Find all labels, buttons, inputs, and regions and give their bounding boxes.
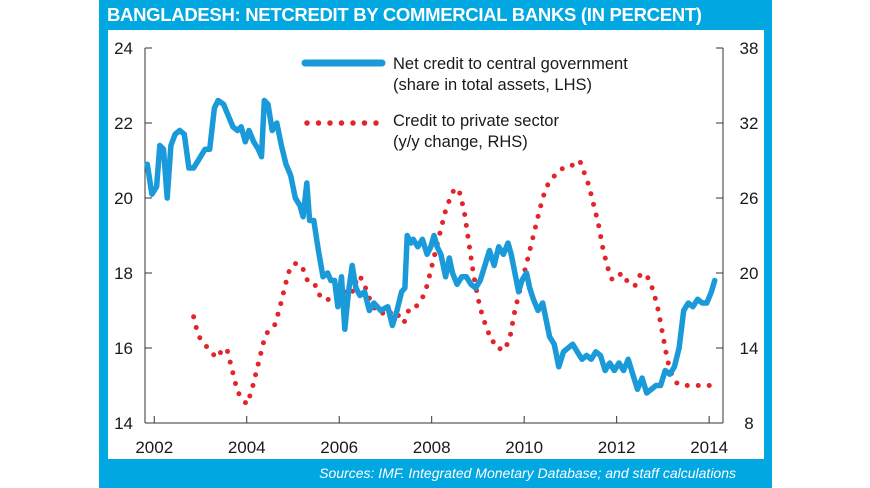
right-tick-label: 26 — [740, 189, 759, 208]
x-tick-label: 2006 — [320, 438, 358, 457]
source-note: Sources: IMF. Integrated Monetary Databa… — [319, 465, 736, 481]
x-tick-label: 2002 — [135, 438, 173, 457]
right-tick-label: 20 — [740, 264, 759, 283]
chart-title: BANGLADESH: NETCREDIT BY COMMERCIAL BANK… — [107, 4, 702, 25]
series-layer — [144, 97, 718, 407]
right-axis-ticks: 8 14 20 26 32 38 — [716, 39, 758, 433]
x-axis-ticks: 2002 2004 2006 2008 2010 2012 2014 — [135, 416, 728, 457]
legend-label-government: Net credit to central government — [393, 55, 628, 73]
right-tick-label: 32 — [740, 114, 759, 133]
legend-label-private-sub: (y/y change, RHS) — [393, 133, 528, 151]
x-tick-label: 2004 — [228, 438, 266, 457]
right-tick-label: 8 — [744, 414, 753, 433]
left-tick-label: 18 — [114, 264, 133, 283]
x-tick-label: 2012 — [598, 438, 636, 457]
x-tick-label: 2010 — [505, 438, 543, 457]
series-line-government — [144, 97, 718, 396]
left-tick-label: 24 — [114, 39, 133, 58]
right-tick-label: 38 — [740, 39, 759, 58]
left-tick-label: 20 — [114, 189, 133, 208]
legend: Net credit to central government (share … — [301, 55, 628, 151]
legend-label-government-sub: (share in total assets, LHS) — [393, 76, 592, 94]
legend-label-private: Credit to private sector — [393, 112, 559, 130]
right-tick-label: 14 — [740, 339, 759, 358]
left-axis-ticks: 14 16 18 20 22 24 — [114, 39, 152, 433]
left-tick-label: 14 — [114, 414, 133, 433]
series-line-private-sector — [191, 158, 717, 407]
left-tick-label: 22 — [114, 114, 133, 133]
x-tick-label: 2014 — [690, 438, 728, 457]
x-tick-label: 2008 — [413, 438, 451, 457]
left-tick-label: 16 — [114, 339, 133, 358]
